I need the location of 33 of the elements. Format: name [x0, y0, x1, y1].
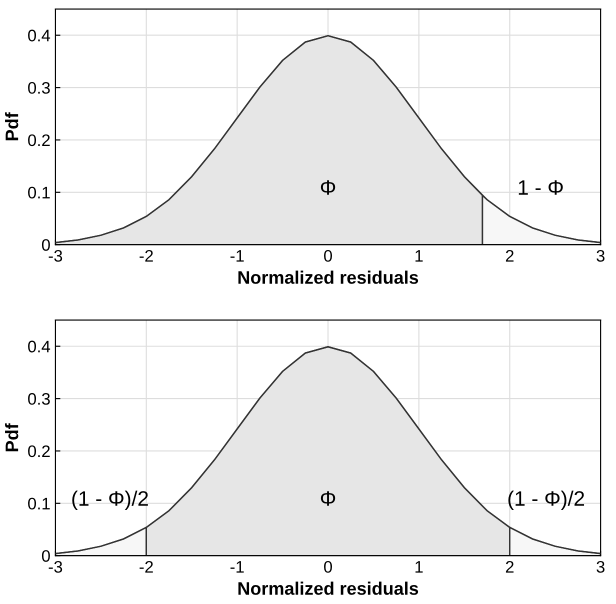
y-axis-title: Pdf — [5, 423, 18, 452]
annotation: Φ — [320, 180, 336, 195]
x-tick-label: 1 — [416, 250, 423, 262]
y-tick-label: 0.1 — [28, 498, 50, 510]
x-tick-label: 2 — [506, 560, 514, 573]
x-tick-label: 0 — [324, 250, 332, 262]
annotation: (1 - Φ)/2 — [508, 490, 584, 510]
y-tick-label: 0.4 — [28, 30, 50, 42]
x-axis-title: Normalized residuals — [238, 582, 418, 595]
x-tick-label: -1 — [230, 561, 244, 573]
y-tick-label: 0.4 — [28, 340, 50, 352]
annotation: 1 - Φ — [518, 180, 563, 195]
x-tick-label: 2 — [506, 250, 514, 262]
x-tick-label: -3 — [48, 250, 62, 262]
y-tick-label: 0.3 — [28, 393, 50, 405]
x-tick-label: -2 — [140, 560, 153, 573]
annotation: (1 - Φ)/2 — [72, 490, 148, 510]
x-tick-label: 3 — [596, 560, 604, 573]
x-tick-label: 1 — [416, 561, 423, 573]
y-tick-label: 0.2 — [28, 134, 50, 146]
x-tick-label: 0 — [324, 560, 332, 573]
y-tick-label: 0.1 — [28, 186, 50, 199]
x-axis-title: Normalized residuals — [238, 270, 418, 284]
annotation: Φ — [320, 491, 336, 506]
x-tick-label: -2 — [140, 250, 153, 262]
x-tick-label: 3 — [596, 250, 604, 262]
y-tick-label: 0 — [42, 239, 50, 251]
y-tick-label: 0.3 — [28, 82, 50, 94]
y-tick-label: 0.2 — [28, 445, 50, 458]
x-tick-label: -3 — [48, 560, 62, 573]
y-tick-label: 0 — [42, 550, 50, 562]
x-tick-label: -1 — [230, 250, 244, 262]
y-axis-title: Pdf — [5, 112, 18, 140]
